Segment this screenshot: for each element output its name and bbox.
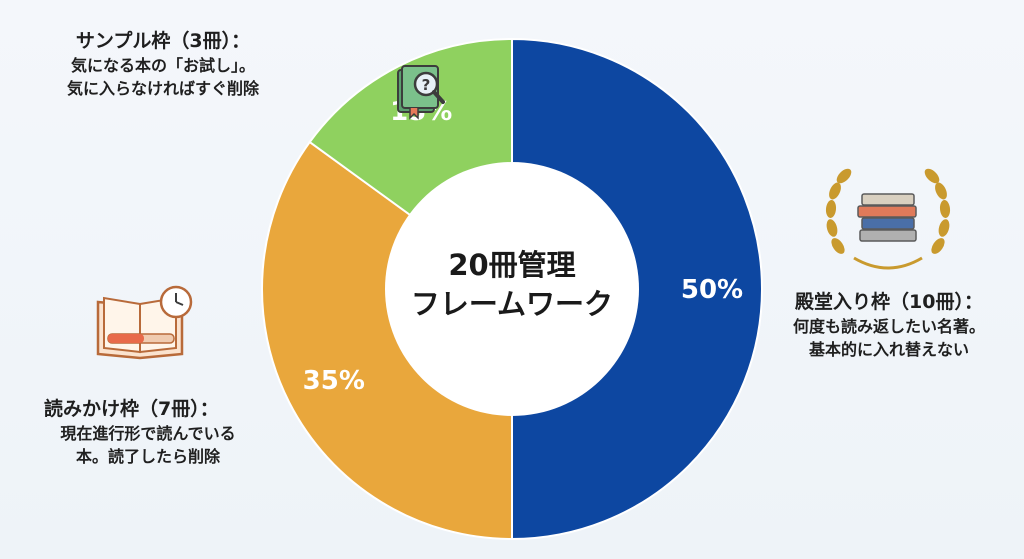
reading-frame-title: 読みかけ枠（7冊）： (44, 398, 219, 420)
legend-hall-of-fame-frame: 殿堂入り枠（10冊）： 何度も読み返したい名著。 基本的に入れ替えない (758, 289, 1020, 361)
laurel-books-icon (825, 168, 951, 270)
percent-label-hall: 50% (681, 275, 743, 305)
hall-frame-desc-line-2: 基本的に入れ替えない (808, 340, 969, 359)
hall-frame-desc-line-1: 何度も読み返したい名著。 (792, 317, 985, 336)
legend-sample-frame: サンプル枠（3冊）： 気になる本の「お試し」。 気に入らなければすぐ削除 (18, 28, 308, 100)
svg-text:?: ? (422, 76, 431, 94)
open-book-clock-icon (96, 285, 193, 360)
slice-reading (261, 140, 513, 541)
reading-frame-desc-line-2: 本。読了したら削除 (75, 447, 220, 466)
reading-frame-desc-line-1: 現在進行形で読んでいる (60, 424, 236, 443)
legend-reading-frame: 読みかけ枠（7冊）： 現在進行形で読んでいる 本。読了したら削除 (8, 396, 288, 468)
hall-frame-title: 殿堂入り枠（10冊）： (795, 291, 983, 313)
center-title-line-2: フレームワーク (411, 287, 613, 321)
book-magnifier-icon: ? (397, 65, 445, 120)
center-title-line-1: 20冊管理 (448, 248, 575, 282)
percent-label-reading: 35% (303, 366, 365, 396)
center-circle (385, 162, 639, 416)
sample-frame-title: サンプル枠（3冊）： (75, 30, 251, 52)
sample-frame-desc-line-1: 気になる本の「お試し」。 (70, 56, 255, 75)
sample-frame-desc-line-2: 気に入らなければすぐ削除 (66, 79, 259, 98)
